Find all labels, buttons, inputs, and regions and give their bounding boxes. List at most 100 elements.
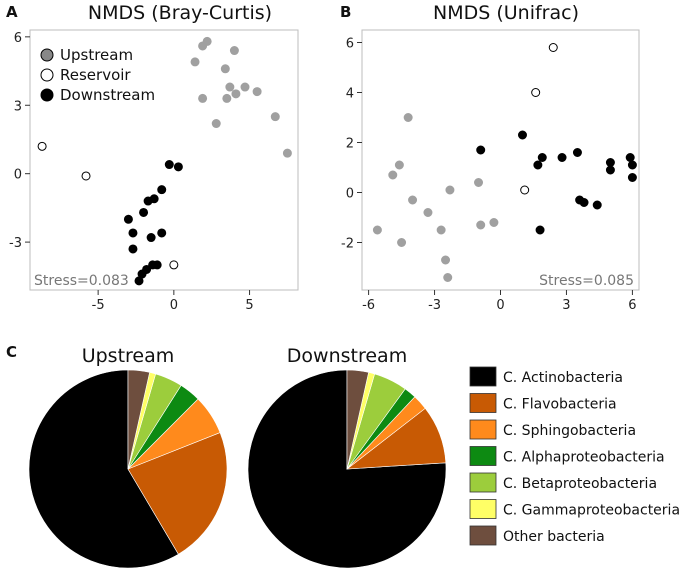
panel-b-points <box>372 43 637 282</box>
pie-legend-swatch-c-gammaproteobacteria <box>469 499 497 519</box>
panel-a-point-down <box>157 228 167 238</box>
panel-b-stress: Stress=0.085 <box>539 273 634 289</box>
panel-a-point-up <box>240 82 250 92</box>
panel-a-ytick-label: 0 <box>14 168 22 183</box>
panel-b-point-down <box>605 165 615 175</box>
pie-legend-swatch-c-betaproteobacteria <box>469 472 497 493</box>
panel-a-point-up <box>282 148 292 158</box>
panel-b-point-up <box>443 273 453 282</box>
panel-b-point-up <box>423 208 433 217</box>
legend-label-downstream: Downstream <box>60 86 155 104</box>
panel-a-point-up <box>220 64 230 74</box>
panel-b-point-res <box>548 43 558 52</box>
legend-label-upstream: Upstream <box>60 46 133 64</box>
panel-a-point-down <box>139 207 149 217</box>
panel-b-label: B <box>340 3 351 21</box>
panel-b-ytick-label: 2 <box>346 137 354 152</box>
panel-a-point-up <box>198 93 208 103</box>
panel-b-point-down <box>537 153 547 162</box>
pie-legend-swatch-c-flavobacteria <box>469 393 497 413</box>
panel-a-point-res <box>37 141 47 151</box>
panel-b-xtick-label: 3 <box>562 298 570 313</box>
pie-upstream <box>28 369 228 569</box>
panel-b-point-up <box>403 113 413 122</box>
panel-b-point-res <box>531 88 541 97</box>
panel-a-point-down <box>146 233 156 243</box>
panel-b-point-up <box>436 225 446 235</box>
panel-b-point-down <box>476 145 486 155</box>
panel-b-point-down <box>592 200 602 210</box>
panel-a-point-down <box>123 214 133 224</box>
panel-a-ytick-label: -3 <box>9 236 22 251</box>
panel-a-point-down <box>128 244 138 254</box>
pie-legend-label-c-gammaproteobacteria: C. Gammaproteobacteria <box>503 503 680 519</box>
pie-upstream-slice-c-actinobacteria <box>28 369 179 569</box>
panel-b-xtick-label: 6 <box>628 298 636 313</box>
panel-a-title: NMDS (Bray-Curtis) <box>88 2 272 24</box>
panel-a-point-up <box>198 41 208 51</box>
panel-a-xtick-label: -5 <box>92 298 105 313</box>
panel-b-xtick-label: -6 <box>362 298 375 313</box>
panel-b-point-down <box>572 148 582 157</box>
panel-a-point-up <box>229 46 239 56</box>
panel-b-point-up <box>388 170 398 180</box>
panel-b-title: NMDS (Unifrac) <box>433 2 579 24</box>
panel-b-xtick-label: 0 <box>496 298 504 313</box>
panel-b-axes: -6 -3 0 3 6 6 4 2 0 -2 <box>341 37 637 314</box>
panel-b-point-up <box>441 255 451 265</box>
panel-a-point-down <box>143 196 153 206</box>
panel-a-point-up <box>252 87 262 97</box>
panel-a-stress: Stress=0.083 <box>34 273 129 289</box>
panel-a-plot-frame <box>29 29 299 291</box>
panel-a-point-up <box>190 57 200 67</box>
panel-b: B NMDS (Unifrac) -6 -3 0 3 6 6 4 2 0 -2 Stress=0.… <box>340 2 640 314</box>
pie-legend-label-c-flavobacteria: C. Flavobacteria <box>503 397 617 413</box>
panel-a-point-up <box>211 119 221 129</box>
panel-a-xtick-label: 5 <box>245 298 253 313</box>
panel-b-point-up <box>394 160 404 170</box>
panel-a-point-down <box>134 276 144 286</box>
panel-b-point-up <box>489 218 499 227</box>
pie-upstream-slice-other-bacteria <box>127 369 150 470</box>
panel-b-point-up <box>476 220 486 230</box>
pie-legend-swatch-c-sphingobacteria <box>469 419 497 440</box>
pie-legend-swatch-other-bacteria <box>469 525 497 546</box>
pie-downstream-slice-other-bacteria <box>346 369 369 470</box>
panel-b-point-down <box>605 158 615 167</box>
panel-b-point-up <box>397 238 407 247</box>
panel-b-point-down <box>535 225 545 235</box>
panel-a: A NMDS (Bray-Curtis) -5 0 5 6 3 0 -3 Upstream … <box>6 2 299 313</box>
panel-b-point-down <box>533 160 543 170</box>
panel-a-point-down <box>173 162 183 172</box>
panel-a-point-up <box>225 82 235 92</box>
panel-b-ytick-label: 0 <box>346 187 354 202</box>
pie-legend-swatch-c-actinobacteria <box>469 366 497 387</box>
panel-c-label: C <box>6 343 17 361</box>
panel-b-point-up <box>445 185 455 195</box>
pie-legend-label-c-sphingobacteria: C. Sphingobacteria <box>503 423 636 439</box>
panel-b-plot-frame <box>361 29 640 291</box>
panel-a-ytick-label: 3 <box>14 99 22 114</box>
legend-marker-downstream <box>40 88 54 102</box>
panel-a-xtick-label: 0 <box>170 298 178 313</box>
pie-legend-swatch-c-alphaproteobacteria <box>469 446 497 466</box>
panel-b-point-up <box>408 195 418 205</box>
panel-b-ytick-label: -2 <box>341 237 354 252</box>
pie-upstream-slice-c-flavobacteria <box>127 432 228 555</box>
panel-a-point-down <box>152 260 162 270</box>
panel-c: C Upstream Downstream C. ActinobacteriaC… <box>6 343 680 569</box>
panel-b-point-res <box>520 185 530 195</box>
panel-a-point-res <box>81 171 91 181</box>
panel-b-point-down <box>627 173 637 182</box>
legend-marker-reservoir <box>40 68 54 82</box>
pie-legend: C. Actinobacteria C. Flavobacteria C. Sphi… <box>469 366 680 546</box>
panel-b-ytick-label: 4 <box>346 87 354 102</box>
panel-a-point-down <box>157 185 167 195</box>
panel-b-point-down <box>557 153 567 162</box>
panel-a-legend: Upstream Reservoir Downstream <box>40 46 155 104</box>
pie-legend-label-other-bacteria: Other bacteria <box>503 529 605 545</box>
panel-b-point-down <box>517 130 527 140</box>
pie-legend-label-c-actinobacteria: C. Actinobacteria <box>503 370 623 386</box>
panel-a-label: A <box>6 3 18 21</box>
panel-a-point-res <box>169 260 179 270</box>
